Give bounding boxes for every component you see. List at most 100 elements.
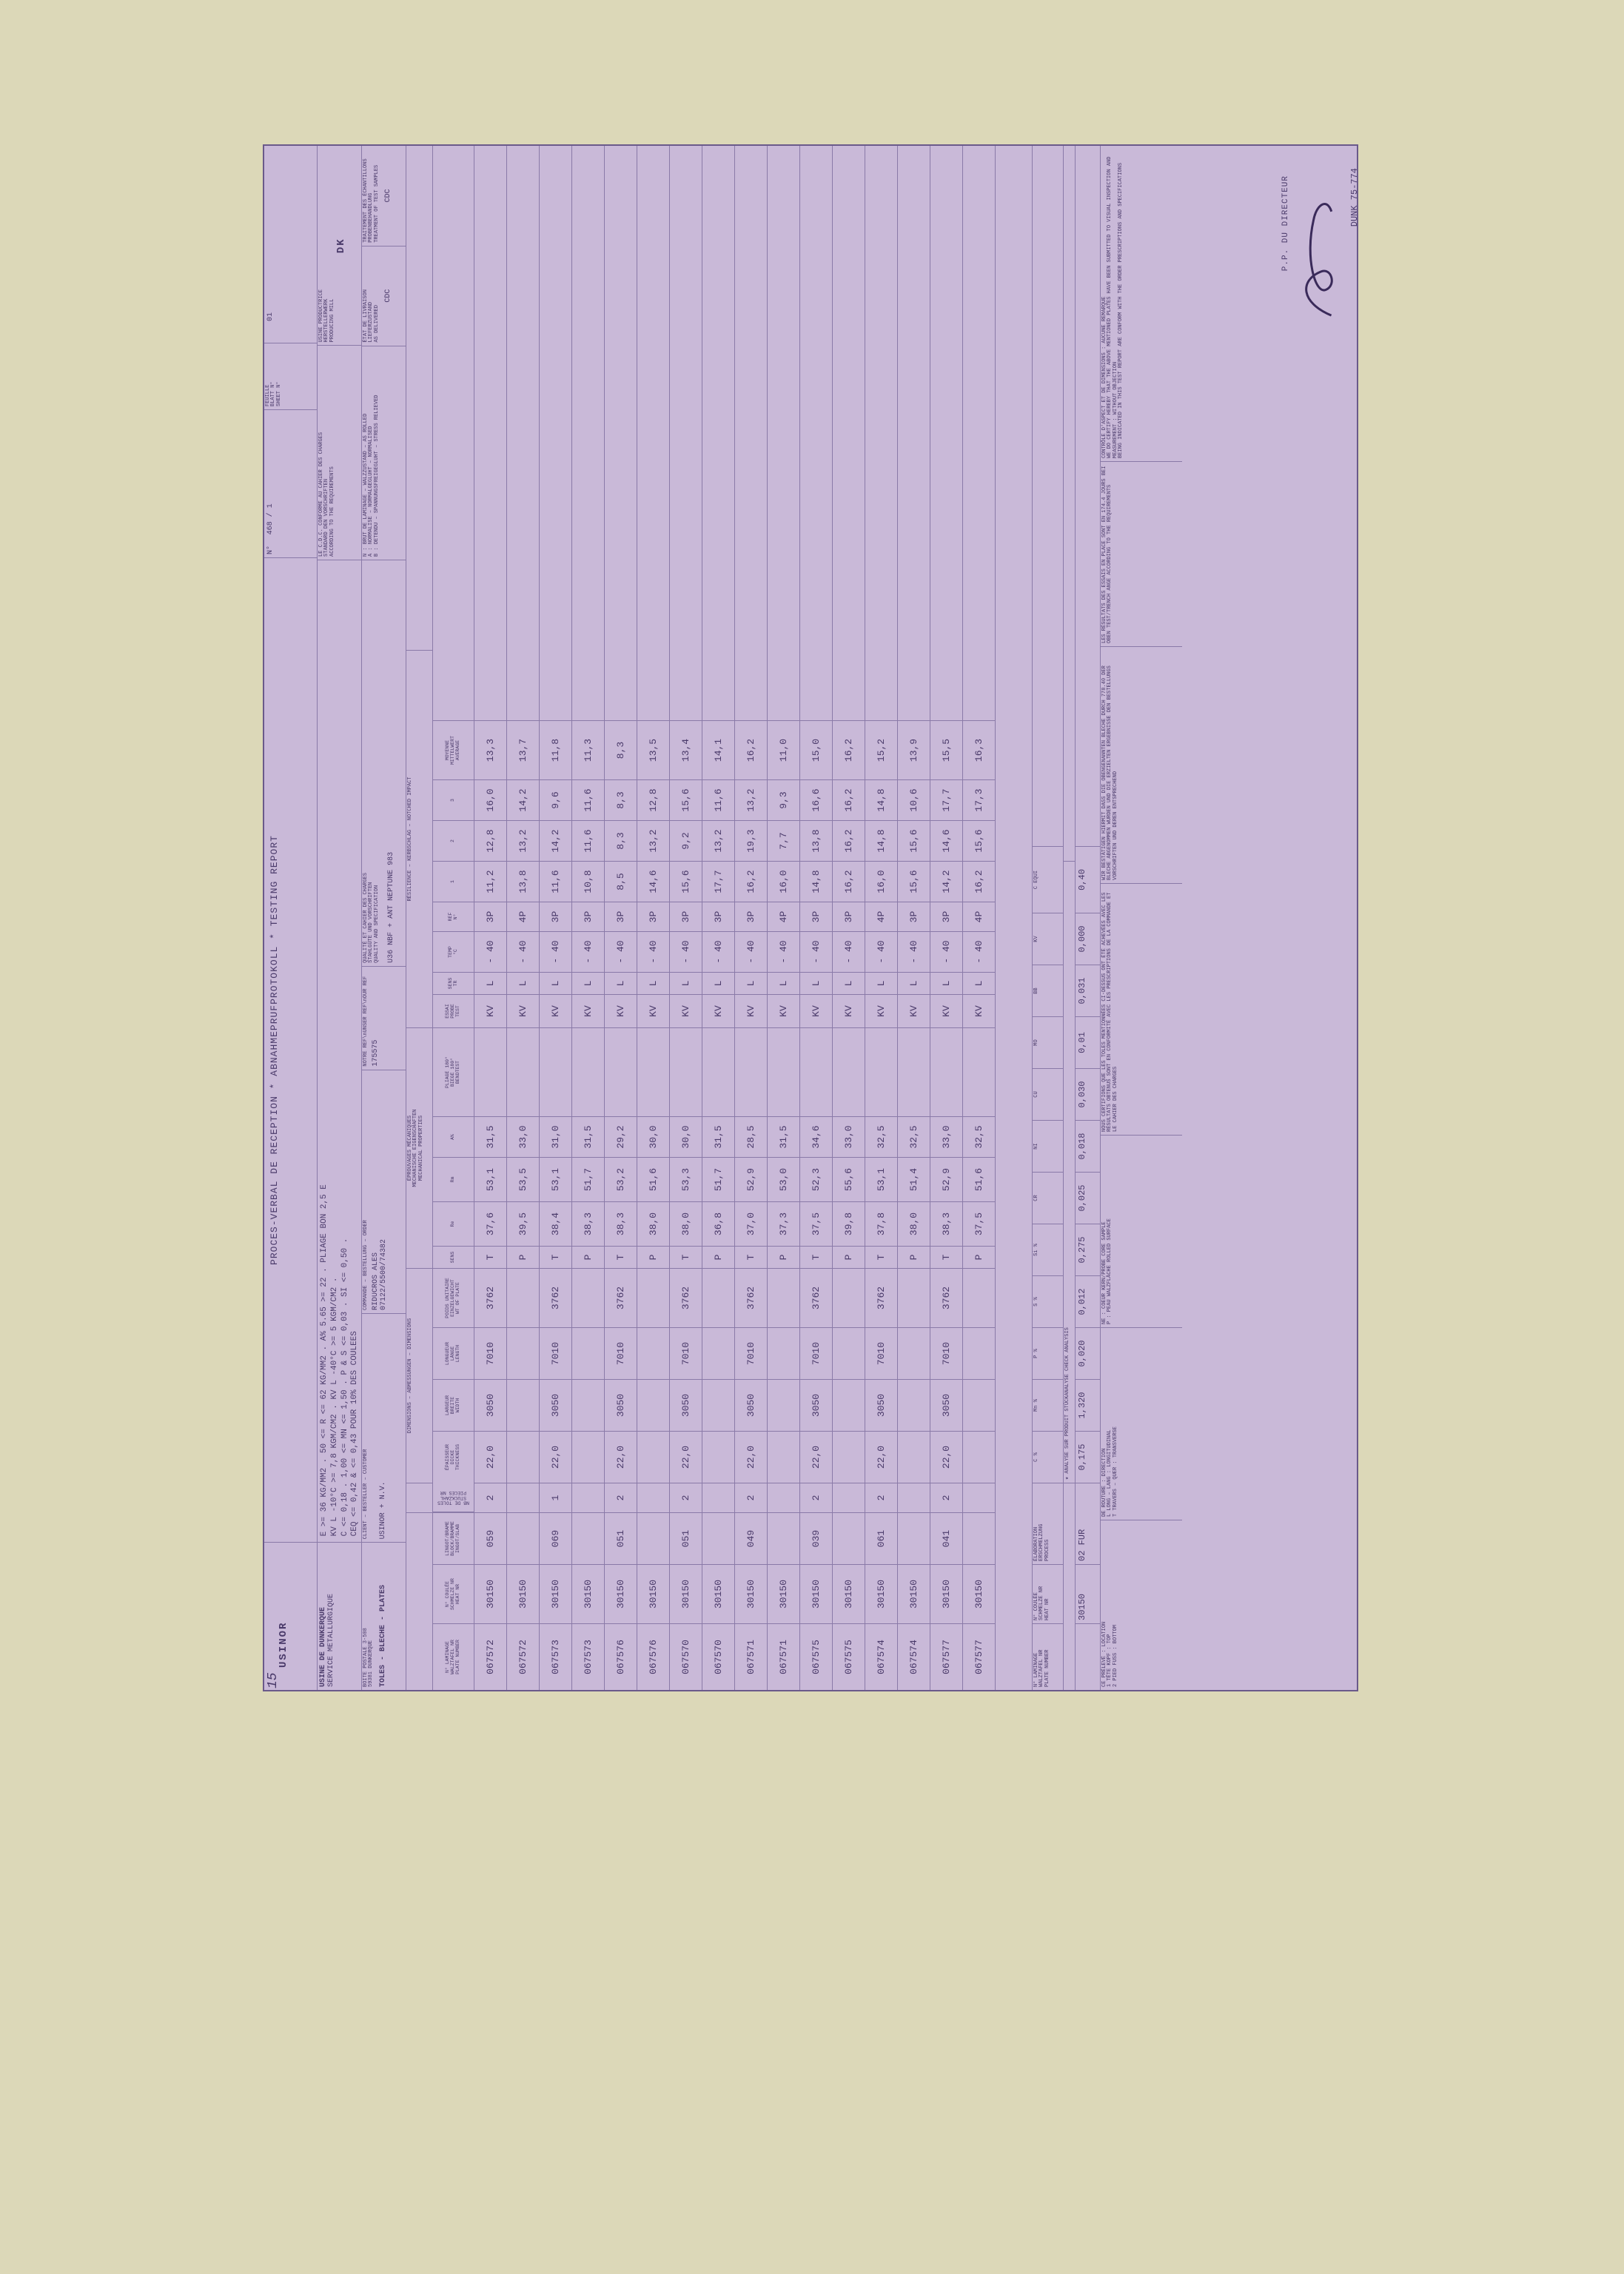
cert-1: NOUS CERTIFIONS QUE LES TOLES MENTIONNÉE… (1101, 883, 1182, 1135)
cell-plate: 067571 (735, 1623, 767, 1690)
cell-kv2: 13,2 (702, 820, 734, 861)
cell-plate: 067574 (865, 1623, 897, 1690)
cell-kvmoy: 11,8 (540, 720, 571, 779)
cell-kv2: 15,6 (898, 820, 930, 861)
cell-re: 39,8 (833, 1201, 865, 1246)
cell-ep (963, 1431, 995, 1483)
ana-proc: 02 FUR (1076, 1483, 1100, 1564)
col-re: Re (433, 1201, 474, 1246)
col-coulee: N° COULÉE SCHMELZE NR HEAT NR (433, 1564, 474, 1623)
legend-3: NE : COEUR KERN/PROBE CORE SAMPLE P : PE… (1101, 1135, 1182, 1327)
cell-tail (898, 146, 930, 720)
table-row: 06757030150P36,851,731,5KVL- 403P17,713,… (702, 146, 735, 1690)
cell-ep: 22,0 (930, 1431, 962, 1483)
cell-a: 30,0 (637, 1116, 669, 1157)
cell-sens: P (898, 1246, 930, 1268)
table-row: 06757730150041222,0305070103762T38,352,9… (930, 146, 963, 1690)
sheet-label: FEUILLE BLATT N° SHEET N° (264, 343, 317, 409)
col-kv2: 2 (433, 820, 474, 861)
date-label: le (1076, 192, 1078, 201)
deliv-label: ÉTAT DE LIVRAISON LIEFERZUSTAND AS DELIV… (363, 249, 380, 343)
cell-sens: T (800, 1246, 832, 1268)
cell-a: 33,0 (930, 1116, 962, 1157)
cell-pliage (572, 1027, 604, 1116)
ana-ni: NI (1033, 1120, 1063, 1172)
cell-kv2: 13,8 (800, 820, 832, 861)
cell-kv1: 17,7 (702, 861, 734, 902)
cell-larg: 3050 (605, 1379, 637, 1431)
cell-larg (898, 1379, 930, 1431)
cell-a: 32,5 (898, 1116, 930, 1157)
cell-ep: 22,0 (800, 1431, 832, 1483)
cell-tail (768, 146, 799, 720)
cell-sens2: L (833, 972, 865, 994)
cell-rm: 53,1 (865, 1157, 897, 1201)
cell-plate: 067574 (898, 1623, 930, 1690)
cell-kv3: 11,6 (572, 779, 604, 820)
cell-poids: 3762 (474, 1268, 506, 1327)
cell-larg: 3050 (800, 1379, 832, 1431)
cell-ref: 3P (637, 902, 669, 931)
cell-essai: KV (670, 994, 702, 1027)
cell-nb: 2 (800, 1483, 832, 1512)
cell-re: 37,5 (963, 1201, 995, 1246)
cell-kvmoy: 14,1 (702, 720, 734, 779)
cell-rm: 51,6 (963, 1157, 995, 1201)
cell-long (898, 1327, 930, 1379)
cell-re: 38,0 (670, 1201, 702, 1246)
cell-lingot: 039 (800, 1512, 832, 1564)
cell-a: 32,5 (865, 1116, 897, 1157)
cell-kv1: 8,5 (605, 861, 637, 902)
mech-group: ÉPROUVAGES MÉCANIQUES MECHANISCHE EIGENS… (406, 1027, 432, 1268)
cell-larg (507, 1379, 539, 1431)
cell-rm: 52,3 (800, 1157, 832, 1201)
table-row: 06757730150P37,551,632,5KVL- 404P16,215,… (963, 146, 996, 1690)
cell-kv3: 14,2 (507, 779, 539, 820)
client-label: CLIENT – BESTELLER – CUSTOMER (363, 1317, 369, 1539)
cell-plate: 067577 (963, 1623, 995, 1690)
cell-kvmoy: 13,5 (637, 720, 669, 779)
cell-nb: 2 (605, 1483, 637, 1512)
cell-re: 38,4 (540, 1201, 571, 1246)
ana-v2: 0,020 (1076, 1327, 1100, 1379)
cell-kv3: 16,6 (800, 779, 832, 820)
quality: U36 NBF + ANT NEPTUNE 983 (387, 563, 395, 963)
cell-lingot: 051 (670, 1512, 702, 1564)
analysis-header: N° LAMINAGE WALZTAFEL NR PLATE NUMBER N°… (1033, 146, 1064, 1690)
cell-larg: 3050 (540, 1379, 571, 1431)
cell-long: 7010 (540, 1327, 571, 1379)
cell-long: 7010 (865, 1327, 897, 1379)
cell-sens: T (670, 1246, 702, 1268)
cell-rm: 55,6 (833, 1157, 865, 1201)
col-temp: TEMP °C (433, 931, 474, 972)
ana-coulee: 30150 (1076, 1564, 1100, 1623)
header-row-2: USINE DE DUNKERQUE SERVICE METALLURGIQUE… (318, 146, 362, 1690)
cell-sens: T (474, 1246, 506, 1268)
cell-coulee: 30150 (800, 1564, 832, 1623)
cell-kv1: 16,0 (768, 861, 799, 902)
cell-pliage (963, 1027, 995, 1116)
table-row: 06757530150P39,855,633,0KVL- 403P16,216,… (833, 146, 865, 1690)
test-report-form: 15 USINOR PROCES-VERBAL DE RECEPTION * A… (263, 144, 1358, 1691)
cell-re: 37,5 (800, 1201, 832, 1246)
cell-pliage (637, 1027, 669, 1116)
cell-coulee: 30150 (507, 1564, 539, 1623)
cell-lingot: 059 (474, 1512, 506, 1564)
cell-long: 7010 (735, 1327, 767, 1379)
client: USINOR + N.V. (379, 1317, 387, 1539)
cell-rm: 53,1 (474, 1157, 506, 1201)
ana-si: Si % (1033, 1224, 1063, 1275)
cell-tail (963, 146, 995, 720)
ana-v1: 1,320 (1076, 1379, 1100, 1431)
cell-plate: 067575 (833, 1623, 865, 1690)
cell-plate: 067576 (605, 1623, 637, 1690)
ana-c: C % (1033, 1431, 1063, 1483)
cell-essai: KV (800, 994, 832, 1027)
cell-ref: 3P (474, 902, 506, 931)
cell-re: 38,3 (605, 1201, 637, 1246)
spec-block: E >= 36 KG/MM2 . 50 <= R <= 62 KG/MM2 . … (318, 560, 361, 1542)
cell-kv3: 9,6 (540, 779, 571, 820)
cell-larg: 3050 (930, 1379, 962, 1431)
cell-temp: - 40 (800, 931, 832, 972)
cell-pliage (768, 1027, 799, 1116)
